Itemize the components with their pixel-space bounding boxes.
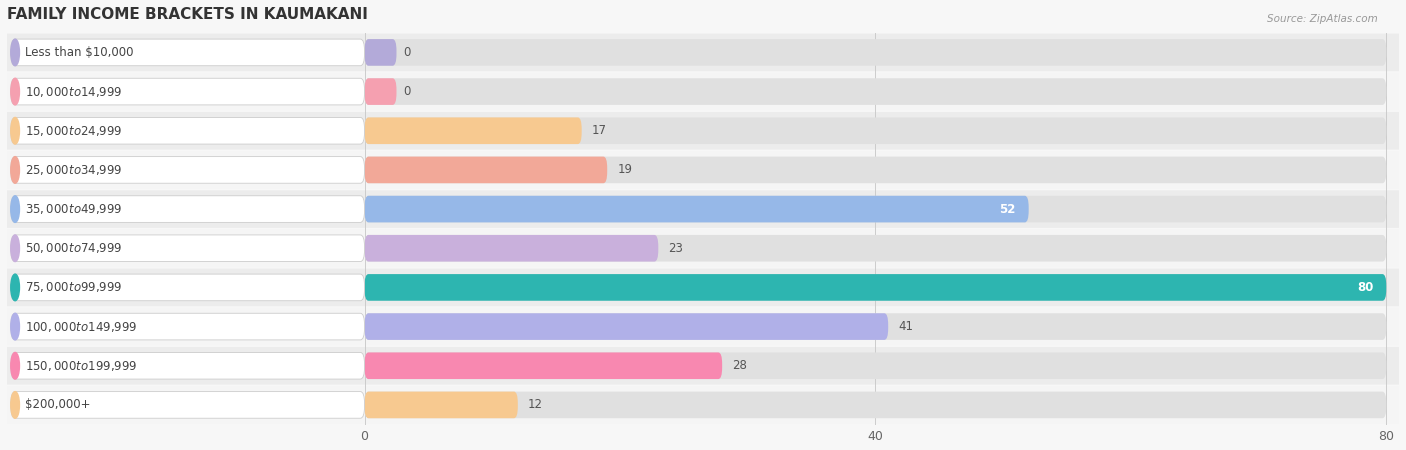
- Text: 41: 41: [898, 320, 914, 333]
- FancyBboxPatch shape: [11, 157, 364, 183]
- Text: $15,000 to $24,999: $15,000 to $24,999: [24, 124, 122, 138]
- Text: 19: 19: [617, 163, 633, 176]
- Text: 80: 80: [1357, 281, 1374, 294]
- FancyBboxPatch shape: [364, 78, 1386, 105]
- FancyBboxPatch shape: [364, 392, 517, 418]
- FancyBboxPatch shape: [7, 347, 1399, 385]
- FancyBboxPatch shape: [364, 313, 889, 340]
- FancyBboxPatch shape: [7, 190, 1399, 228]
- FancyBboxPatch shape: [7, 269, 1399, 306]
- Text: $50,000 to $74,999: $50,000 to $74,999: [24, 241, 122, 255]
- FancyBboxPatch shape: [7, 112, 1399, 149]
- FancyBboxPatch shape: [7, 230, 1399, 267]
- Text: $10,000 to $14,999: $10,000 to $14,999: [24, 85, 122, 99]
- Text: $150,000 to $199,999: $150,000 to $199,999: [24, 359, 136, 373]
- FancyBboxPatch shape: [7, 73, 1399, 110]
- FancyBboxPatch shape: [364, 313, 1386, 340]
- FancyBboxPatch shape: [11, 196, 364, 222]
- FancyBboxPatch shape: [11, 352, 364, 379]
- FancyBboxPatch shape: [11, 274, 364, 301]
- FancyBboxPatch shape: [7, 308, 1399, 346]
- FancyBboxPatch shape: [364, 352, 723, 379]
- Text: 28: 28: [733, 359, 747, 372]
- FancyBboxPatch shape: [364, 352, 1386, 379]
- Text: 0: 0: [404, 46, 411, 59]
- Circle shape: [11, 274, 20, 301]
- FancyBboxPatch shape: [364, 117, 1386, 144]
- FancyBboxPatch shape: [364, 157, 607, 183]
- FancyBboxPatch shape: [364, 274, 1386, 301]
- FancyBboxPatch shape: [11, 313, 364, 340]
- Circle shape: [11, 392, 20, 418]
- Text: Less than $10,000: Less than $10,000: [24, 46, 134, 59]
- FancyBboxPatch shape: [364, 235, 658, 261]
- Circle shape: [11, 313, 20, 340]
- FancyBboxPatch shape: [364, 196, 1386, 222]
- FancyBboxPatch shape: [11, 117, 364, 144]
- FancyBboxPatch shape: [7, 34, 1399, 71]
- Text: $100,000 to $149,999: $100,000 to $149,999: [24, 320, 136, 333]
- Circle shape: [11, 352, 20, 379]
- Circle shape: [11, 196, 20, 222]
- Text: $75,000 to $99,999: $75,000 to $99,999: [24, 280, 122, 294]
- Circle shape: [11, 39, 20, 66]
- Text: $25,000 to $34,999: $25,000 to $34,999: [24, 163, 122, 177]
- FancyBboxPatch shape: [364, 117, 582, 144]
- FancyBboxPatch shape: [7, 386, 1399, 424]
- Text: 17: 17: [592, 124, 607, 137]
- FancyBboxPatch shape: [11, 235, 364, 261]
- Text: $35,000 to $49,999: $35,000 to $49,999: [24, 202, 122, 216]
- FancyBboxPatch shape: [364, 196, 1029, 222]
- Text: FAMILY INCOME BRACKETS IN KAUMAKANI: FAMILY INCOME BRACKETS IN KAUMAKANI: [7, 7, 368, 22]
- FancyBboxPatch shape: [364, 157, 1386, 183]
- Text: 52: 52: [1000, 202, 1017, 216]
- Circle shape: [11, 235, 20, 261]
- FancyBboxPatch shape: [7, 151, 1399, 189]
- FancyBboxPatch shape: [364, 235, 1386, 261]
- FancyBboxPatch shape: [364, 39, 1386, 66]
- FancyBboxPatch shape: [364, 39, 396, 66]
- Circle shape: [11, 117, 20, 144]
- Text: 0: 0: [404, 85, 411, 98]
- FancyBboxPatch shape: [11, 78, 364, 105]
- FancyBboxPatch shape: [11, 392, 364, 418]
- Text: 12: 12: [529, 398, 543, 411]
- FancyBboxPatch shape: [364, 78, 396, 105]
- Text: $200,000+: $200,000+: [24, 398, 90, 411]
- Text: 23: 23: [668, 242, 683, 255]
- Circle shape: [11, 78, 20, 105]
- Text: Source: ZipAtlas.com: Source: ZipAtlas.com: [1267, 14, 1378, 23]
- FancyBboxPatch shape: [364, 392, 1386, 418]
- FancyBboxPatch shape: [364, 274, 1386, 301]
- Circle shape: [11, 157, 20, 183]
- FancyBboxPatch shape: [11, 39, 364, 66]
